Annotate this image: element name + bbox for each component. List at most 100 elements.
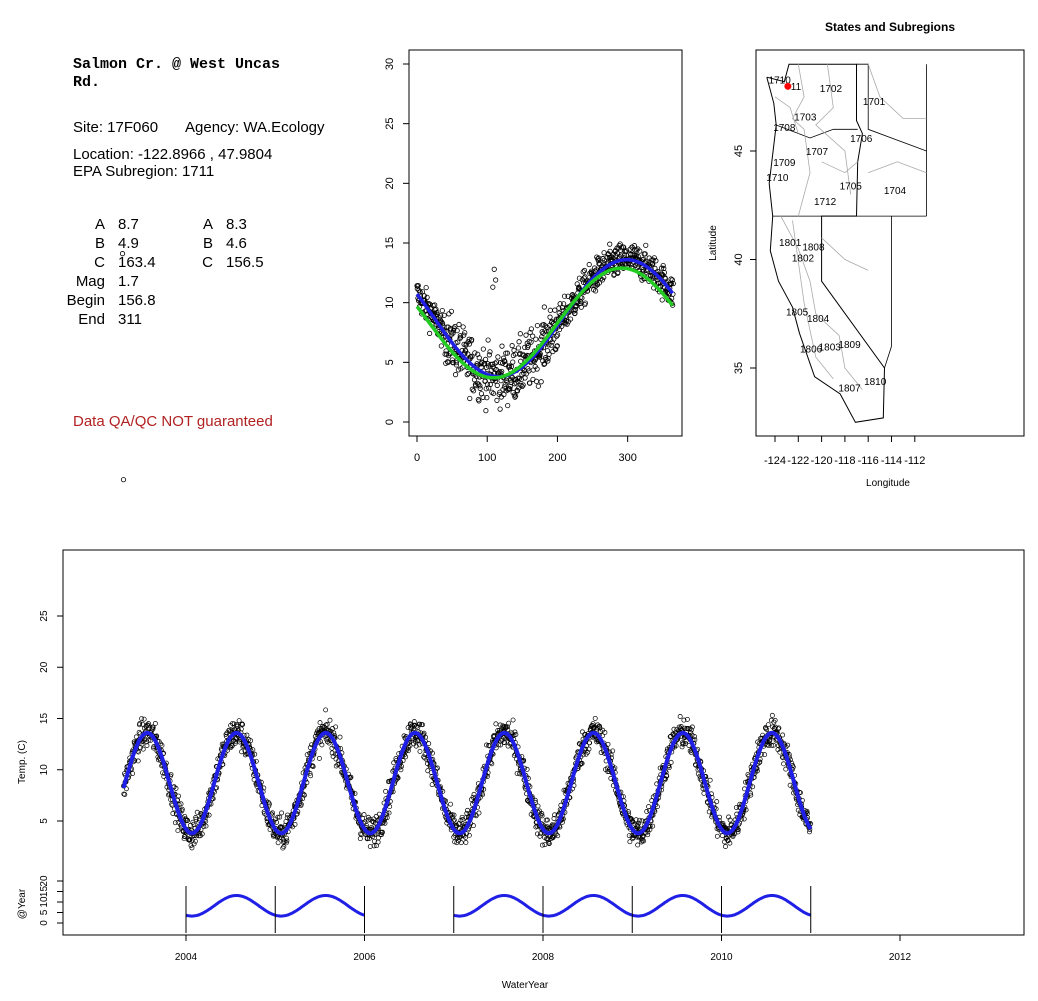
data-point [743,807,749,813]
data-point [516,339,522,345]
data-point [601,250,607,256]
x-tick-label: 100 [478,452,496,464]
subregion-label: 11 [791,82,802,93]
data-point [277,814,283,820]
data-point [527,329,533,336]
data-point [477,383,483,389]
data-point [707,777,713,783]
sub-tick-label: 0 [39,920,50,926]
data-point [554,343,560,349]
data-point [510,717,516,723]
data-point [466,832,472,838]
data-point [581,267,588,274]
data-point [647,827,653,833]
data-point [684,716,690,722]
data-point [494,359,500,365]
data-point [634,247,640,253]
data-point [427,330,433,336]
data-point [139,716,145,722]
data-point [439,321,446,327]
param-label: C [202,254,213,271]
data-point [123,786,129,792]
data-point [587,740,593,746]
data-point [487,349,493,355]
data-point [228,742,234,748]
data-point [614,250,620,256]
data-point [380,829,385,835]
data-point [493,277,499,283]
data-point [646,804,652,810]
sub-ylabel: @Year [17,888,28,919]
data-point [267,827,273,832]
subregion-label: 1703 [794,112,817,123]
year-tick-label: 2008 [532,952,555,963]
data-point [804,808,810,814]
data-point [159,742,165,748]
data-point [666,765,672,771]
data-point [668,759,674,765]
data-point [714,833,720,839]
data-point [371,843,377,849]
data-point [367,844,373,849]
data-point [578,304,584,310]
state-border [856,63,927,152]
data-point [460,324,466,330]
data-point [281,844,287,850]
y-tick-label: 10 [384,297,396,309]
sub-tick-label: 20 [39,875,50,887]
data-point [119,251,126,257]
param-value: 156.8 [118,292,156,309]
data-point [528,339,534,345]
data-point [452,372,459,378]
data-point [206,812,212,818]
data-point [669,277,675,283]
data-point [547,307,553,313]
map-ylabel: Latitude [708,225,719,261]
data-point [414,286,420,292]
data-point [579,760,585,766]
data-point [429,782,435,788]
data-point [490,284,496,290]
param-label: Mag [75,273,105,290]
data-point [477,385,483,391]
data-point [223,733,229,739]
sub-tick-label: 5 [39,909,50,915]
param-value: 311 [118,311,142,328]
data-point [504,350,510,356]
data-point [236,737,242,743]
agency: Agency: WA.Ecology [185,119,325,136]
data-point [771,742,777,748]
param-label: A [202,216,213,233]
data-point [423,734,429,740]
data-point [173,785,179,791]
state-border [884,216,892,369]
subregion-label: 1706 [850,134,873,145]
data-point [462,350,468,356]
data-point [398,767,404,773]
param-label: C [94,254,105,271]
data-point [539,811,545,816]
state-outline [766,63,886,423]
data-point [641,838,647,844]
data-point [573,303,579,310]
data-point [748,792,754,798]
data-point [480,346,486,352]
data-point [185,817,191,823]
data-point [238,726,244,732]
temp-tick-label: 5 [39,818,50,824]
data-point [544,817,550,823]
data-point [767,737,773,743]
timeseries-fit-line [121,730,813,836]
data-point [689,732,695,738]
data-point [559,323,565,329]
data-point [457,335,463,342]
data-point [610,748,616,754]
data-point [312,734,318,739]
data-point [463,840,469,845]
data-point [486,743,492,749]
data-point [534,366,540,372]
data-point [714,799,720,805]
data-point [172,820,178,826]
data-point [275,840,281,846]
data-point [681,717,687,723]
